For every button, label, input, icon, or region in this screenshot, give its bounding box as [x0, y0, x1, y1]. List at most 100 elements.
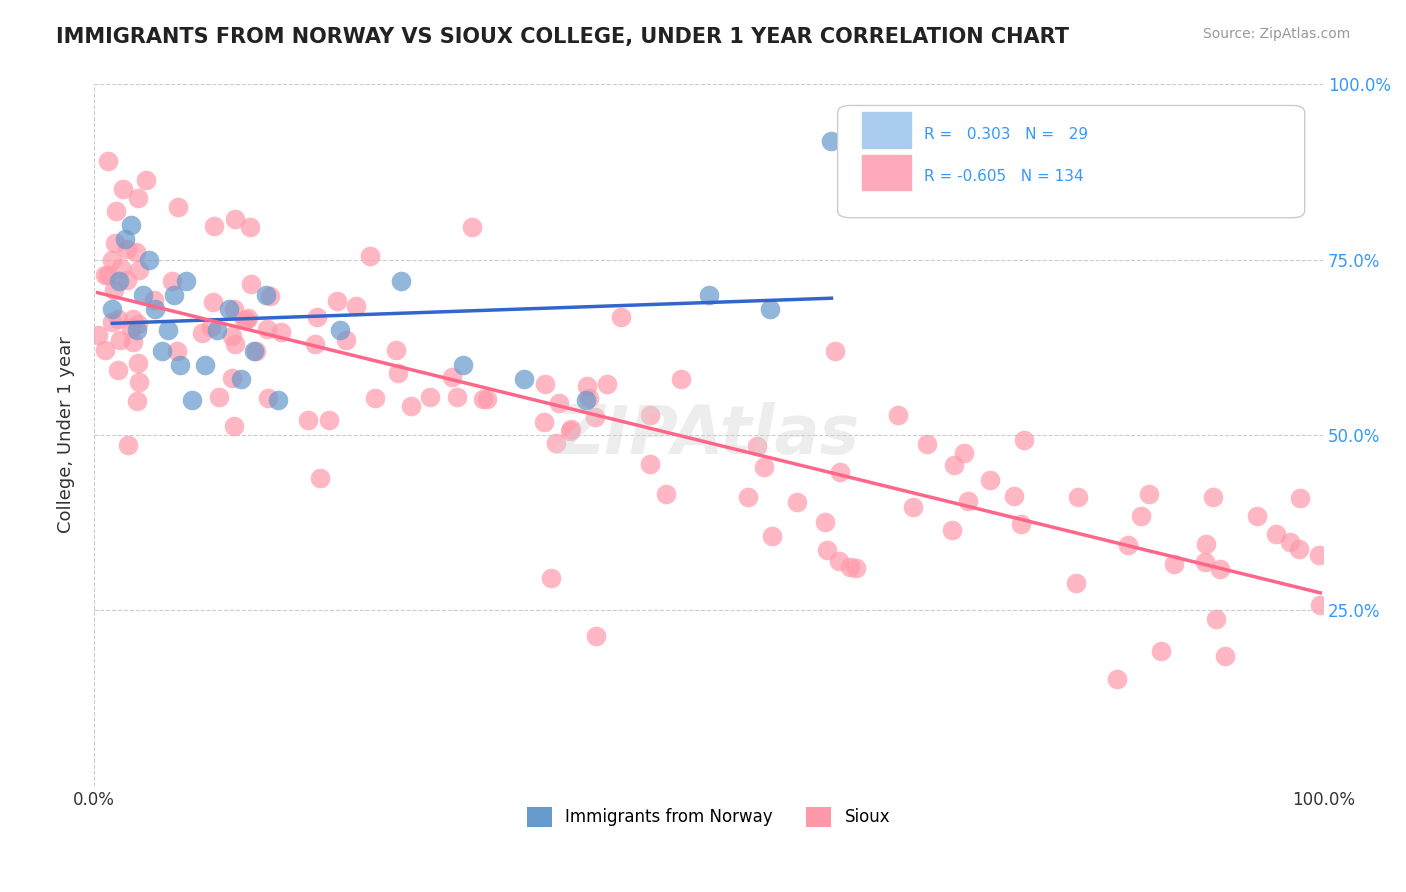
- Sioux: [533, 415, 555, 429]
- Sioux: [235, 312, 257, 326]
- Immigrants from Norway: [242, 343, 264, 358]
- Sioux: [952, 445, 974, 459]
- Sioux: [1309, 598, 1331, 612]
- Sioux: [941, 523, 963, 537]
- Sioux: [845, 561, 868, 575]
- Sioux: [446, 390, 468, 404]
- Sioux: [578, 391, 600, 405]
- Sioux: [560, 424, 582, 438]
- Sioux: [127, 356, 149, 370]
- Immigrants from Norway: [169, 358, 191, 372]
- Sioux: [917, 437, 939, 451]
- Sioux: [86, 328, 108, 343]
- FancyBboxPatch shape: [838, 105, 1305, 218]
- Text: IMMIGRANTS FROM NORWAY VS SIOUX COLLEGE, UNDER 1 YEAR CORRELATION CHART: IMMIGRANTS FROM NORWAY VS SIOUX COLLEGE,…: [56, 27, 1069, 46]
- Legend: Immigrants from Norway, Sioux: Immigrants from Norway, Sioux: [520, 800, 897, 833]
- Sioux: [761, 529, 783, 543]
- Sioux: [1067, 490, 1090, 504]
- Sioux: [125, 244, 148, 259]
- Sioux: [238, 220, 260, 235]
- Sioux: [240, 277, 263, 291]
- Sioux: [655, 487, 678, 501]
- Sioux: [202, 219, 225, 233]
- Sioux: [128, 376, 150, 390]
- Sioux: [1246, 509, 1268, 524]
- Sioux: [101, 252, 124, 267]
- Sioux: [107, 363, 129, 377]
- Sioux: [540, 572, 562, 586]
- Sioux: [638, 457, 661, 471]
- Sioux: [270, 326, 292, 340]
- Sioux: [108, 333, 131, 347]
- Immigrants from Norway: [329, 323, 352, 337]
- Sioux: [441, 370, 464, 384]
- Sioux: [359, 249, 381, 263]
- Immigrants from Norway: [451, 358, 474, 372]
- Sioux: [560, 422, 582, 436]
- Sioux: [97, 153, 120, 168]
- Sioux: [335, 333, 357, 347]
- Immigrants from Norway: [759, 301, 782, 316]
- Sioux: [127, 318, 149, 332]
- Sioux: [309, 471, 332, 485]
- Sioux: [93, 268, 115, 282]
- Sioux: [224, 211, 246, 226]
- Sioux: [548, 396, 571, 410]
- Sioux: [1213, 648, 1236, 663]
- Immigrants from Norway: [697, 288, 720, 302]
- Immigrants from Norway: [132, 288, 155, 302]
- Sioux: [585, 629, 607, 643]
- Sioux: [256, 321, 278, 335]
- Sioux: [1194, 556, 1216, 570]
- Immigrants from Norway: [267, 392, 290, 407]
- Sioux: [121, 321, 143, 335]
- Sioux: [828, 465, 851, 479]
- Immigrants from Norway: [389, 274, 412, 288]
- Sioux: [190, 326, 212, 340]
- Sioux: [97, 268, 120, 282]
- Sioux: [121, 311, 143, 326]
- Sioux: [162, 274, 184, 288]
- Immigrants from Norway: [575, 392, 598, 407]
- Sioux: [304, 337, 326, 351]
- Sioux: [1288, 542, 1310, 557]
- Immigrants from Norway: [120, 218, 142, 232]
- Sioux: [1002, 489, 1025, 503]
- Immigrants from Norway: [820, 134, 842, 148]
- Immigrants from Norway: [156, 323, 179, 337]
- Sioux: [387, 366, 409, 380]
- Sioux: [887, 409, 910, 423]
- Immigrants from Norway: [193, 358, 215, 372]
- Sioux: [1163, 557, 1185, 571]
- Sioux: [344, 299, 367, 313]
- Sioux: [669, 372, 692, 386]
- Sioux: [1205, 612, 1227, 626]
- Sioux: [1202, 491, 1225, 505]
- Sioux: [401, 399, 423, 413]
- Sioux: [534, 376, 557, 391]
- Sioux: [957, 493, 980, 508]
- Sioux: [1010, 516, 1032, 531]
- Sioux: [815, 543, 838, 558]
- Immigrants from Norway: [163, 288, 186, 302]
- Sioux: [221, 329, 243, 343]
- Sioux: [943, 458, 966, 473]
- Immigrants from Norway: [150, 343, 173, 358]
- Sioux: [1308, 548, 1330, 562]
- Text: R = -0.605   N = 134: R = -0.605 N = 134: [924, 169, 1083, 184]
- Sioux: [460, 219, 482, 234]
- Sioux: [105, 204, 128, 219]
- Sioux: [103, 283, 125, 297]
- Immigrants from Norway: [181, 392, 204, 407]
- Sioux: [575, 378, 598, 392]
- Sioux: [222, 301, 245, 316]
- Sioux: [824, 343, 846, 358]
- Sioux: [222, 418, 245, 433]
- Sioux: [207, 390, 229, 404]
- Sioux: [107, 312, 129, 326]
- Sioux: [814, 516, 837, 530]
- Sioux: [828, 554, 851, 568]
- Immigrants from Norway: [254, 288, 277, 302]
- Sioux: [166, 200, 188, 214]
- Sioux: [1137, 487, 1160, 501]
